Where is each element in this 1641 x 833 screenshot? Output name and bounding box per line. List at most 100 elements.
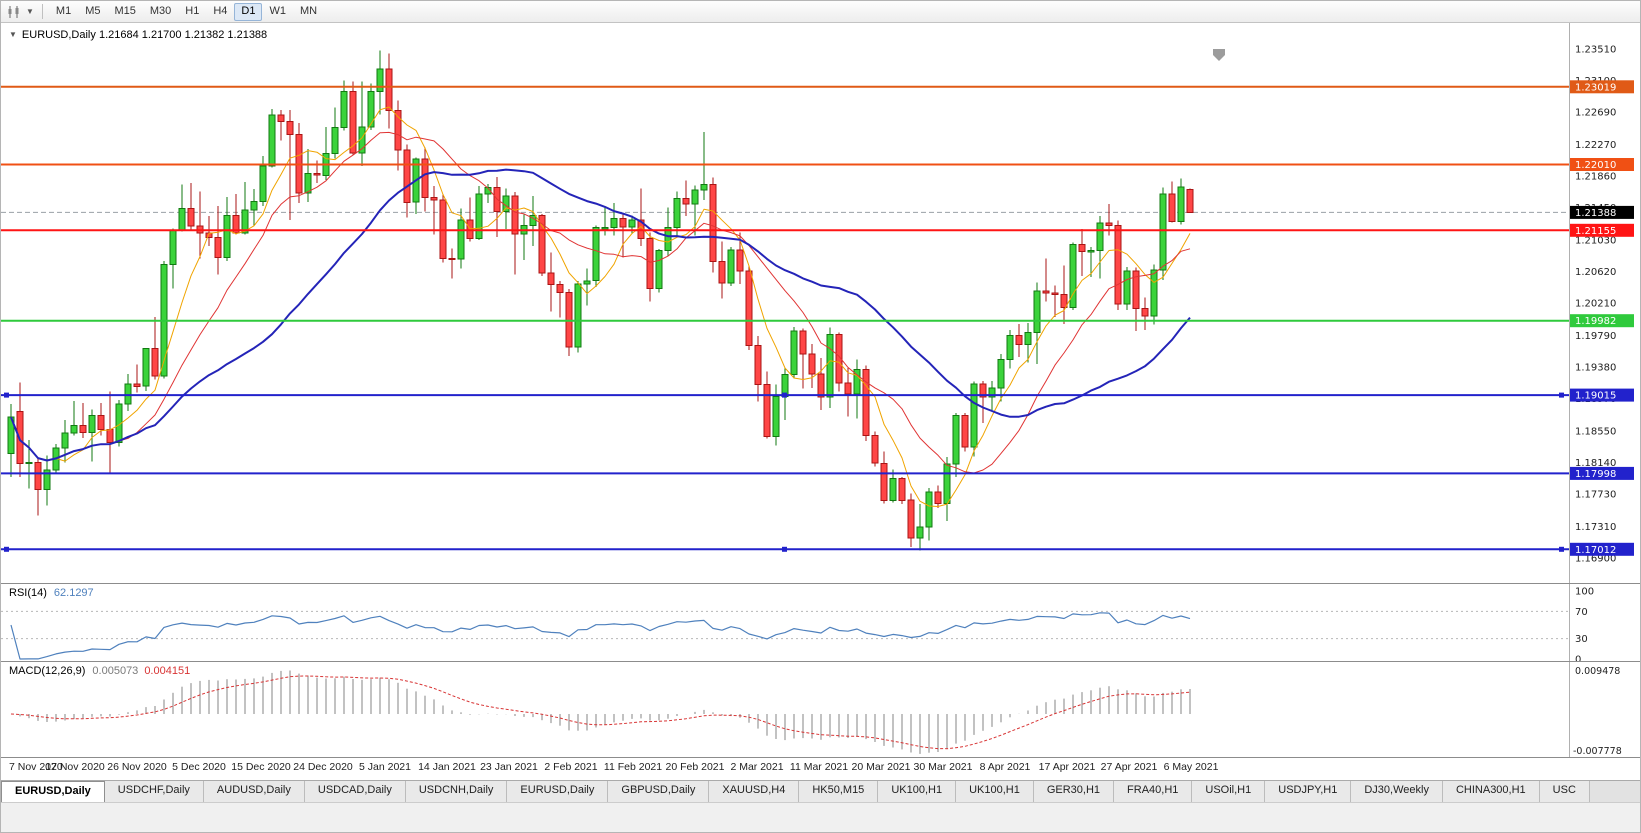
time-axis[interactable]: 7 Nov 2020 17 Nov 2020 26 Nov 2020 5 Dec 20… bbox=[1, 758, 1640, 780]
rsi-line bbox=[10, 612, 1191, 660]
time-axis-label: 5 Jan 2021 bbox=[359, 761, 411, 773]
macd-header: MACD(12,26,9) 0.005073 0.004151 bbox=[9, 665, 190, 677]
timeframe-button-m15[interactable]: M15 bbox=[114, 4, 136, 17]
chart-tab-6[interactable]: GBPUSD,Daily bbox=[608, 781, 710, 803]
rsi-value: 62.1297 bbox=[53, 587, 94, 599]
macd-signal-line bbox=[10, 675, 1191, 750]
price-axis[interactable]: 1.235101.231001.226901.222701.218601.214… bbox=[1569, 23, 1641, 584]
timeframe-button-h4[interactable]: H4 bbox=[213, 4, 228, 17]
macd-axis[interactable]: 0.009478 -0.007778 bbox=[1569, 662, 1641, 758]
svg-text:1.23510: 1.23510 bbox=[1575, 45, 1616, 56]
chart-type-icon[interactable] bbox=[5, 4, 23, 20]
svg-text:70: 70 bbox=[1575, 607, 1588, 618]
hline-handle[interactable] bbox=[1559, 392, 1564, 398]
chart-ohlc-values: 1.21684 1.21700 1.21382 1.21388 bbox=[98, 29, 268, 41]
chart-tab-13[interactable]: USOil,H1 bbox=[1192, 781, 1266, 803]
chart-tab-10[interactable]: UK100,H1 bbox=[956, 781, 1034, 803]
moving-average-6 bbox=[10, 106, 1191, 507]
macd-signal-value: 0.004151 bbox=[144, 665, 191, 677]
chart-tab-12[interactable]: FRA40,H1 bbox=[1114, 781, 1193, 803]
chart-tab-2[interactable]: AUDUSD,Daily bbox=[203, 781, 305, 803]
chart-title: ▼ EURUSD,Daily 1.21684 1.21700 1.21382 1.… bbox=[9, 29, 267, 41]
chart-tab-5[interactable]: EURUSD,Daily bbox=[507, 781, 609, 803]
svg-text:1.17012: 1.17012 bbox=[1575, 545, 1616, 556]
chart-tab-0[interactable]: EURUSD,Daily bbox=[1, 781, 105, 803]
chart-tab-7[interactable]: XAUUSD,H4 bbox=[709, 781, 800, 803]
timeframe-buttons: M1 M5 M15 M30 H1 H4 D1 W1 MN bbox=[49, 2, 324, 21]
collapse-triangle-icon[interactable]: ▼ bbox=[9, 30, 17, 39]
chart-tab-3[interactable]: USDCAD,Daily bbox=[304, 781, 406, 803]
hline-handle[interactable] bbox=[1559, 546, 1564, 552]
rsi-header: RSI(14) 62.1297 bbox=[9, 587, 94, 599]
chart-tab-8[interactable]: HK50,M15 bbox=[799, 781, 879, 803]
svg-text:1.18550: 1.18550 bbox=[1575, 426, 1616, 437]
chart-tab-15[interactable]: DJ30,Weekly bbox=[1351, 781, 1443, 803]
time-axis-label: 7 Nov 2020 bbox=[9, 761, 63, 773]
time-axis-label: 2 Mar 2021 bbox=[730, 761, 784, 773]
svg-text:1.17730: 1.17730 bbox=[1575, 490, 1616, 501]
chart-tab-16[interactable]: CHINA300,H1 bbox=[1442, 781, 1540, 803]
price-badge: 1.19015 bbox=[1570, 388, 1634, 402]
price-chart-panel[interactable]: 1.235101.231001.226901.222701.218601.214… bbox=[1, 23, 1641, 584]
svg-text:100: 100 bbox=[1575, 587, 1594, 598]
timeframe-button-m5[interactable]: M5 bbox=[85, 4, 101, 17]
time-axis-label: 17 Nov 2020 bbox=[45, 761, 105, 773]
chart-shift-marker[interactable] bbox=[1213, 49, 1225, 61]
svg-text:1.17310: 1.17310 bbox=[1575, 522, 1616, 533]
hline-handle[interactable] bbox=[782, 546, 787, 552]
timeframe-button-mn[interactable]: MN bbox=[299, 4, 318, 17]
chart-tab-1[interactable]: USDCHF,Daily bbox=[104, 781, 204, 803]
chart-tab-11[interactable]: GER30,H1 bbox=[1033, 781, 1115, 803]
time-axis-label: 5 Dec 2020 bbox=[172, 761, 226, 773]
hline-handle[interactable] bbox=[782, 392, 787, 398]
time-axis-label: 30 Mar 2021 bbox=[913, 761, 973, 773]
chart-tabs-bar: EURUSD,Daily USDCHF,Daily AUDUSD,Daily USDC… bbox=[1, 780, 1640, 803]
time-axis-label: 11 Feb 2021 bbox=[603, 761, 663, 773]
time-axis-label: 2 Feb 2021 bbox=[544, 761, 598, 773]
svg-text:0.009478: 0.009478 bbox=[1575, 666, 1620, 677]
rsi-axis[interactable]: 100 70 30 0 bbox=[1569, 584, 1641, 666]
svg-text:1.19790: 1.19790 bbox=[1575, 331, 1616, 342]
rsi-name-label: RSI(14) bbox=[9, 587, 47, 599]
time-axis-label: 23 Jan 2021 bbox=[480, 761, 538, 773]
time-axis-label: 11 Mar 2021 bbox=[789, 761, 849, 773]
chart-tab-14[interactable]: USDJPY,H1 bbox=[1265, 781, 1352, 803]
timeframe-button-d1[interactable]: D1 bbox=[234, 2, 263, 21]
svg-text:1.22270: 1.22270 bbox=[1575, 140, 1616, 151]
chart-tab-9[interactable]: UK100,H1 bbox=[878, 781, 957, 803]
time-axis-label: 24 Dec 2020 bbox=[293, 761, 353, 773]
price-badge: 1.17998 bbox=[1570, 466, 1634, 480]
chart-type-dropdown-caret[interactable]: ▼ bbox=[26, 7, 34, 16]
timeframe-button-m1[interactable]: M1 bbox=[55, 4, 72, 17]
chart-tab-4[interactable]: USDCNH,Daily bbox=[405, 781, 508, 803]
svg-text:30: 30 bbox=[1575, 634, 1588, 645]
time-axis-label: 14 Jan 2021 bbox=[418, 761, 476, 773]
svg-text:1.22690: 1.22690 bbox=[1575, 108, 1616, 119]
svg-text:1.20620: 1.20620 bbox=[1575, 267, 1616, 278]
chart-tab-17[interactable]: USC bbox=[1539, 781, 1590, 803]
timeframe-button-h1[interactable]: H1 bbox=[185, 4, 200, 17]
svg-text:1.23019: 1.23019 bbox=[1575, 82, 1616, 93]
svg-text:1.21030: 1.21030 bbox=[1575, 236, 1616, 247]
svg-text:1.19015: 1.19015 bbox=[1575, 391, 1616, 402]
svg-text:1.22010: 1.22010 bbox=[1575, 160, 1616, 171]
timeframe-button-w1[interactable]: W1 bbox=[269, 4, 286, 17]
top-toolbar: ▼ M1 M5 M15 M30 H1 H4 D1 W1 MN bbox=[1, 1, 1640, 23]
svg-text:1.19982: 1.19982 bbox=[1575, 316, 1616, 327]
price-badge: 1.22010 bbox=[1570, 158, 1634, 171]
rsi-indicator-panel[interactable]: 100 70 30 0 bbox=[1, 584, 1641, 666]
time-axis-label: 20 Mar 2021 bbox=[851, 761, 911, 773]
svg-text:1.18140: 1.18140 bbox=[1575, 458, 1616, 469]
macd-histogram bbox=[19, 670, 1191, 754]
hline-handle[interactable] bbox=[4, 392, 9, 398]
moving-average-13 bbox=[10, 131, 1191, 474]
macd-indicator-panel[interactable]: 0.009478 -0.007778 bbox=[1, 662, 1641, 758]
time-axis-label: 15 Dec 2020 bbox=[231, 761, 291, 773]
time-axis-label: 20 Feb 2021 bbox=[665, 761, 725, 773]
moving-average-30 bbox=[10, 168, 1191, 462]
price-badge: 1.23019 bbox=[1570, 80, 1634, 94]
hline-handle[interactable] bbox=[4, 546, 9, 552]
timeframe-button-m30[interactable]: M30 bbox=[149, 4, 172, 17]
price-badge: 1.21388 bbox=[1570, 205, 1634, 219]
